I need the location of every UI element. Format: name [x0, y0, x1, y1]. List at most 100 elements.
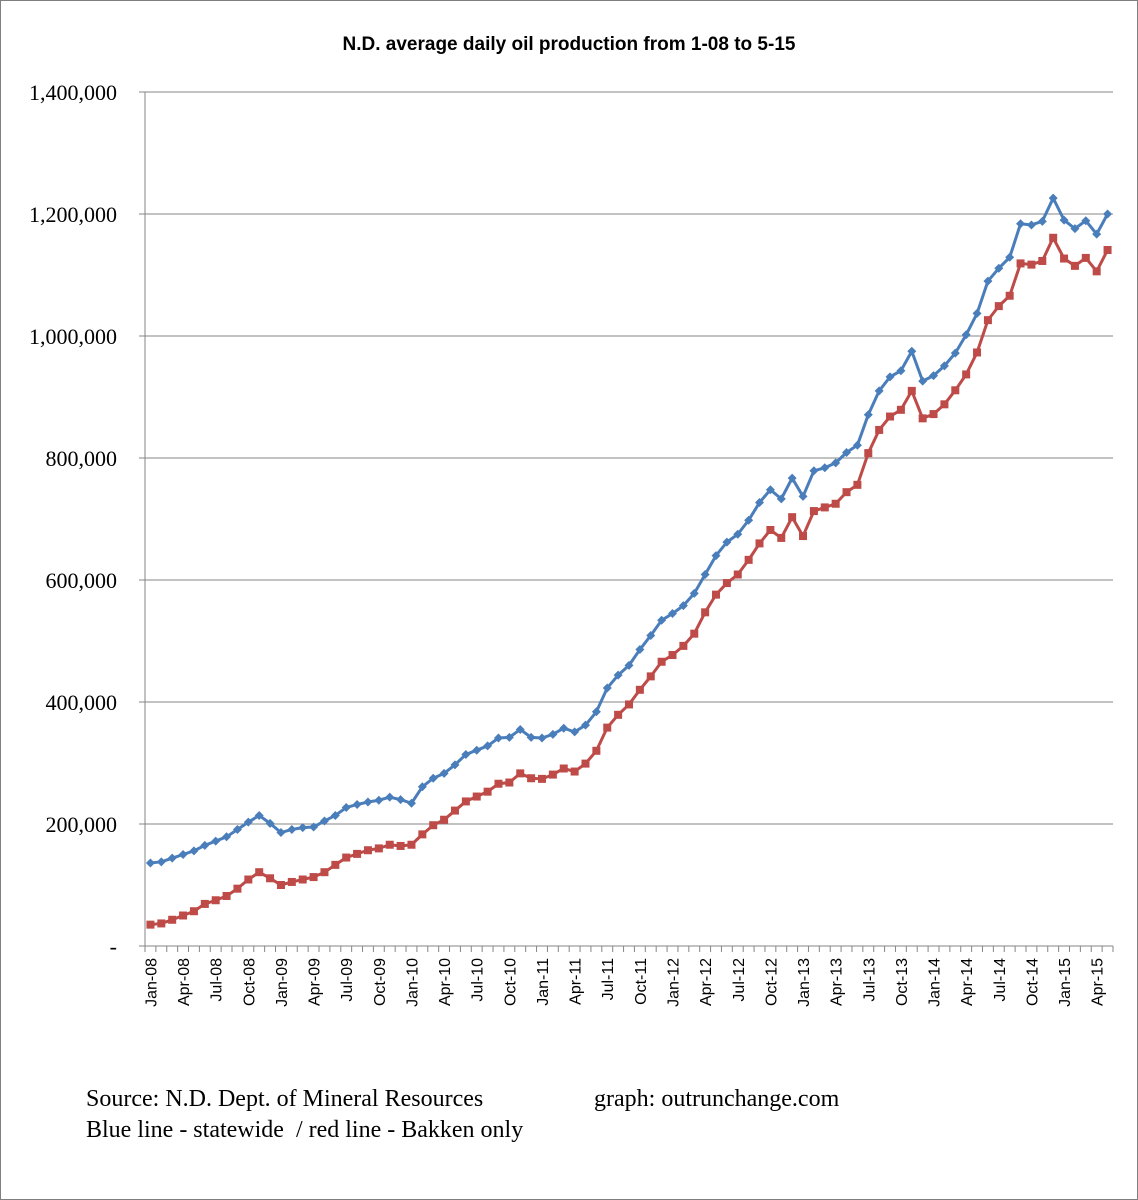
series-0-point-8	[232, 824, 242, 834]
series-0-point-44	[624, 660, 634, 670]
series-1-point-22	[385, 840, 394, 849]
series-1-point-60	[799, 532, 808, 541]
series-0-point-26	[428, 773, 438, 783]
series-0-point-65	[852, 440, 862, 450]
series-0-point-55	[744, 515, 754, 525]
series-0-point-30	[472, 745, 482, 755]
y-tick-label-6: 1,200,000	[29, 202, 117, 227]
series-1-point-74	[951, 386, 960, 395]
series-1-point-9	[244, 875, 253, 884]
series-0-point-27	[439, 768, 449, 778]
series-1-point-61	[809, 507, 818, 516]
series-0-point-37	[548, 729, 558, 739]
x-tick-label-11: Oct-10	[502, 958, 519, 1006]
series-1-point-83	[1049, 233, 1058, 242]
series-0-point-73	[939, 361, 949, 371]
series-0-point-18	[341, 803, 351, 813]
series-0-point-15	[309, 822, 319, 832]
x-tick-label-12: Jan-11	[535, 958, 552, 1006]
x-tick-label-3: Oct-08	[241, 958, 258, 1006]
series-0-point-67	[874, 386, 884, 396]
series-0-point-71	[918, 376, 928, 386]
source-note: Source: N.D. Dept. of Mineral Resources	[86, 1086, 484, 1112]
series-0-point-34	[515, 724, 525, 734]
series-0-point-80	[1016, 219, 1026, 229]
y-tick-label-4: 800,000	[46, 446, 118, 471]
series-1-point-54	[733, 570, 742, 579]
series-1-point-14	[298, 875, 307, 884]
x-axis-ticks: Jan-08 Apr-08 Jul-08 Oct-08 Jan-09 Apr-09 Jul-…	[143, 958, 1106, 1007]
x-tick-label-22: Jul-13	[861, 958, 878, 1002]
series-0-point-41	[591, 707, 601, 717]
series-1-point-6	[211, 896, 220, 905]
series-0-point-35	[526, 732, 536, 742]
series-1-point-38	[559, 764, 568, 773]
series-0-point-10	[254, 810, 264, 820]
x-tick-label-7: Oct-09	[372, 958, 389, 1006]
series-1-point-43	[614, 710, 623, 719]
series-0-point-28	[450, 760, 460, 770]
series-1-point-45	[635, 685, 644, 694]
series-1-point-40	[581, 759, 590, 768]
series-0-point-85	[1070, 224, 1080, 234]
series-1-point-1	[157, 919, 166, 928]
x-tick-label-19: Oct-12	[763, 958, 780, 1006]
x-tick-label-17: Apr-12	[698, 958, 715, 1006]
series-1-point-82	[1038, 256, 1047, 265]
series-0-point-56	[755, 498, 765, 508]
series-0-point-87	[1092, 229, 1102, 239]
x-tick-label-4: Jan-09	[274, 958, 291, 1007]
series-1-point-2	[168, 915, 177, 924]
axes	[139, 91, 1114, 952]
series-0-point-84	[1059, 215, 1069, 225]
series-0-point-9	[243, 817, 253, 827]
series-1-point-63	[831, 499, 840, 508]
series-0-point-82	[1037, 216, 1047, 226]
series-0-point-57	[765, 485, 775, 495]
series-1-point-35	[527, 774, 536, 783]
series-0-point-12	[276, 828, 286, 838]
series-0-point-6	[211, 836, 221, 846]
series-0-point-81	[1026, 220, 1036, 230]
series-1-point-23	[396, 841, 405, 850]
series-1-point-81	[1027, 260, 1036, 269]
series-0-point-68	[885, 372, 895, 382]
series-1-point-42	[603, 723, 612, 732]
series-0-point-7	[222, 832, 232, 842]
series-1-point-8	[233, 884, 242, 893]
series-0-point-58	[776, 494, 786, 504]
x-tick-label-24: Jan-14	[927, 958, 944, 1007]
x-tick-label-27: Oct-14	[1024, 958, 1041, 1006]
series-0-point-47	[657, 615, 667, 625]
series-0-point-11	[265, 818, 275, 828]
series-0-point-25	[417, 782, 427, 792]
series-0-point-2	[167, 853, 177, 863]
series-1-point-48	[668, 651, 677, 660]
series-0-point-40	[580, 720, 590, 730]
x-tick-label-9: Apr-10	[437, 958, 454, 1006]
series-1-point-88	[1103, 245, 1112, 254]
series-1-point-12	[276, 881, 285, 889]
gridlines	[145, 91, 1113, 825]
y-tick-label-5: 1,000,000	[29, 324, 117, 349]
series-1-point-69	[896, 405, 905, 414]
series-1-point-64	[842, 488, 851, 497]
series-1-point-20	[363, 846, 372, 855]
series-0-point-49	[678, 601, 688, 611]
series-1-point-87	[1092, 267, 1101, 276]
x-tick-label-25: Apr-14	[959, 958, 976, 1006]
x-tick-label-21: Apr-13	[829, 958, 846, 1006]
series-0-point-46	[646, 631, 656, 641]
x-tick-label-20: Jan-13	[796, 958, 813, 1007]
series-1-point-85	[1070, 261, 1079, 270]
series-0-point-53	[722, 537, 732, 547]
series-1-point-51	[701, 608, 710, 617]
series-0-point-38	[559, 723, 569, 733]
series-1-point-10	[255, 868, 264, 877]
series-1-point-56	[755, 539, 764, 548]
x-tick-label-6: Jul-09	[339, 958, 356, 1002]
series-1-point-29	[461, 797, 470, 806]
series-1-point-70	[907, 386, 916, 395]
series-1-point-47	[657, 657, 666, 666]
y-tick-label-0: -	[110, 934, 117, 959]
